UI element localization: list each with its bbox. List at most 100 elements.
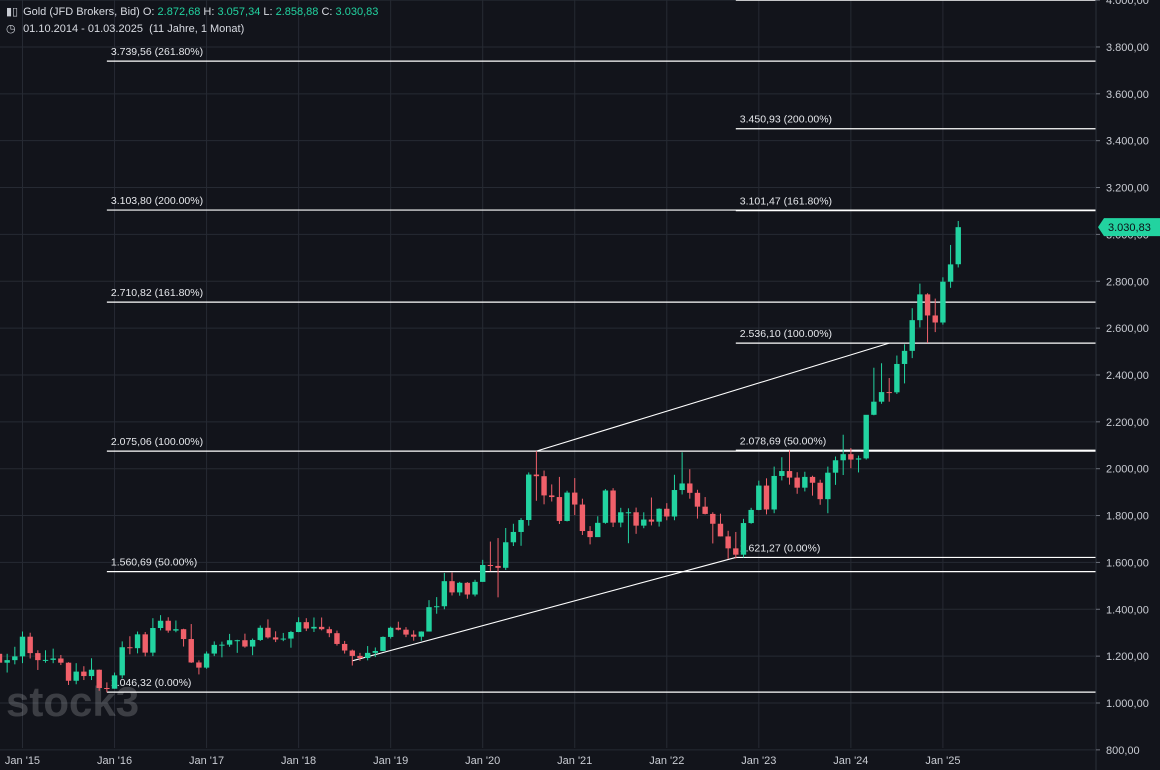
candle-body xyxy=(702,506,708,514)
candle-body xyxy=(364,652,371,659)
y-tick-label: 1.800,00 xyxy=(1106,511,1149,523)
candle-body xyxy=(549,495,555,498)
candle-body xyxy=(794,477,800,488)
ohlc-label: L: xyxy=(260,6,273,18)
candle xyxy=(257,625,263,641)
candle-body xyxy=(932,315,938,323)
candle-body xyxy=(35,653,41,661)
candle xyxy=(564,490,570,522)
candle-body xyxy=(441,581,448,607)
candle-body xyxy=(4,660,10,663)
last-price-tag: 3.030,83 xyxy=(1098,218,1160,237)
ohlc-value: 3.057,34 xyxy=(214,6,261,18)
candle xyxy=(188,624,194,663)
candle xyxy=(641,512,647,529)
candle-body xyxy=(226,640,233,645)
candle-body xyxy=(602,490,609,523)
candles-icon: ▮▯ xyxy=(6,6,19,18)
fib-level-label: 1.560,69 (50.00%) xyxy=(111,557,197,569)
candle xyxy=(211,641,217,657)
candle-body xyxy=(510,531,517,543)
candle-body xyxy=(395,627,402,630)
candle xyxy=(96,669,102,691)
candle-body xyxy=(303,622,309,629)
candle-body xyxy=(909,320,915,351)
candle-body xyxy=(88,669,95,677)
candle xyxy=(503,527,509,570)
candle xyxy=(526,472,532,526)
candle-body xyxy=(779,471,785,476)
candle-body xyxy=(633,512,639,526)
candle xyxy=(456,581,463,596)
candle xyxy=(832,456,839,485)
y-tick-label: 3.800,00 xyxy=(1106,42,1149,54)
candle-body xyxy=(456,582,463,593)
candle xyxy=(817,479,823,505)
candle xyxy=(35,650,41,670)
y-tick-label: 800,00 xyxy=(1106,745,1140,757)
candle-body xyxy=(58,658,64,663)
candle-body xyxy=(840,454,846,461)
candle-body xyxy=(196,662,202,668)
candle-body xyxy=(410,634,417,637)
candle xyxy=(894,355,900,394)
candle xyxy=(272,631,279,643)
candle xyxy=(901,344,908,384)
candle xyxy=(165,617,171,633)
candle xyxy=(786,450,793,485)
x-tick-label: Jan '22 xyxy=(649,755,684,767)
candle xyxy=(863,414,869,460)
candle xyxy=(418,631,425,641)
candle xyxy=(173,620,179,633)
candle-body xyxy=(173,629,179,631)
candle xyxy=(19,631,26,664)
candle-body xyxy=(12,656,18,661)
candle xyxy=(0,653,3,663)
candle xyxy=(656,508,662,527)
candle xyxy=(756,480,762,511)
candle xyxy=(618,507,624,528)
y-tick-label: 1.200,00 xyxy=(1106,651,1149,663)
candle xyxy=(595,516,601,538)
candle-body xyxy=(825,472,831,500)
candle-body xyxy=(418,631,425,637)
candle xyxy=(73,663,79,685)
candle-body xyxy=(947,264,954,282)
candle xyxy=(549,484,555,502)
candle xyxy=(142,632,148,657)
candle xyxy=(219,641,225,658)
candle xyxy=(134,631,141,654)
candle xyxy=(180,628,187,647)
candle xyxy=(518,518,524,546)
y-tick-label: 1.400,00 xyxy=(1106,604,1149,616)
y-tick-label: 1.000,00 xyxy=(1106,698,1149,710)
candle xyxy=(395,621,402,631)
candle xyxy=(886,378,892,402)
candle xyxy=(587,526,593,545)
candle-body xyxy=(380,636,386,651)
candle-body xyxy=(817,482,823,500)
candle-body xyxy=(134,634,141,649)
candle-body xyxy=(894,363,900,393)
candle xyxy=(387,626,394,639)
candle xyxy=(88,658,95,681)
candle-body xyxy=(180,629,187,640)
candle xyxy=(572,478,578,516)
candle-body xyxy=(272,637,279,640)
candle-body xyxy=(127,647,133,649)
candle-body xyxy=(955,227,961,265)
candle xyxy=(878,363,885,404)
candle-body xyxy=(50,658,56,660)
candle-body xyxy=(188,639,194,663)
candle xyxy=(295,617,302,633)
x-tick-label: Jan '15 xyxy=(5,755,40,767)
fib-level-label: 1.046,32 (0.00%) xyxy=(111,677,192,689)
candle xyxy=(464,582,471,599)
candle xyxy=(541,470,547,505)
candle xyxy=(533,451,540,501)
candle xyxy=(763,478,770,515)
x-tick-label: Jan '21 xyxy=(557,755,592,767)
candle-body xyxy=(0,653,3,663)
